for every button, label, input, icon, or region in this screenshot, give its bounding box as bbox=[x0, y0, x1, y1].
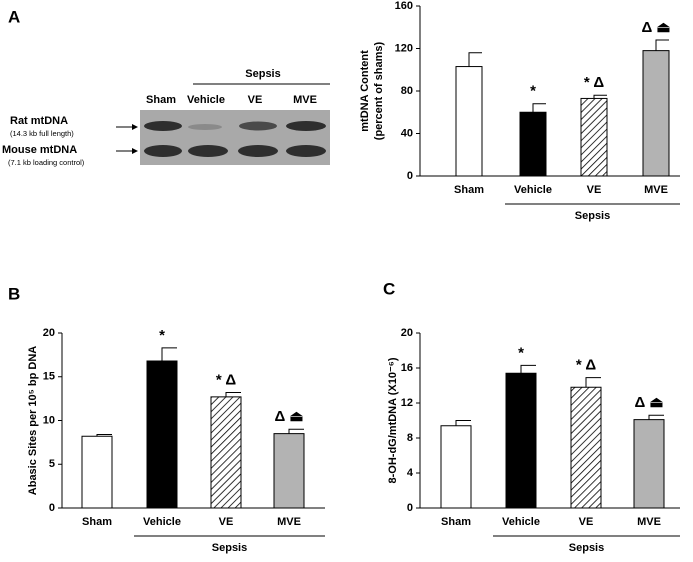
bar bbox=[273, 433, 305, 509]
x-tick-label: Vehicle bbox=[143, 516, 181, 528]
y-tick-label: 20 bbox=[43, 327, 55, 339]
band bbox=[239, 121, 277, 131]
arrow-head bbox=[132, 148, 138, 154]
y-tick-label: 160 bbox=[395, 0, 413, 12]
error-bar bbox=[455, 420, 471, 426]
lane-label: Sham bbox=[146, 94, 176, 106]
bar bbox=[440, 425, 472, 509]
annotation: * bbox=[159, 327, 165, 344]
lane-label: VE bbox=[248, 94, 263, 106]
y-axis-label: (percent of shams) bbox=[373, 41, 385, 140]
error-bar bbox=[655, 39, 669, 51]
annotation: * Δ bbox=[216, 371, 236, 388]
error-bar bbox=[96, 434, 112, 437]
bar bbox=[519, 111, 547, 177]
y-axis-label: 8-OH-dG/mtDNA (X10⁻⁶) bbox=[387, 357, 399, 483]
error-bar bbox=[288, 428, 304, 434]
annotation: * Δ bbox=[584, 74, 604, 91]
error-bar bbox=[585, 377, 601, 388]
y-tick-label: 4 bbox=[407, 467, 414, 479]
lane-label: MVE bbox=[293, 94, 317, 106]
y-axis-label: mtDNA Content bbox=[359, 50, 371, 132]
x-tick-label: VE bbox=[579, 516, 594, 528]
band bbox=[144, 121, 182, 131]
annotation: Δ ⏏ bbox=[274, 408, 303, 425]
bar bbox=[81, 435, 113, 509]
x-tick-label: Sham bbox=[82, 516, 112, 528]
x-tick-label: VE bbox=[587, 184, 602, 196]
y-tick-label: 16 bbox=[401, 362, 413, 374]
annotation: * Δ bbox=[576, 357, 596, 374]
x-tick-label: Sham bbox=[441, 516, 471, 528]
x-tick-label: MVE bbox=[277, 516, 301, 528]
error-bar bbox=[520, 364, 536, 374]
annotation: Δ ⏏ bbox=[641, 19, 670, 36]
y-tick-label: 80 bbox=[401, 85, 413, 97]
y-tick-label: 120 bbox=[395, 42, 413, 54]
annotation: Δ ⏏ bbox=[634, 394, 663, 411]
annotation: * bbox=[530, 83, 536, 100]
error-bar bbox=[593, 94, 607, 99]
y-tick-label: 0 bbox=[407, 502, 413, 514]
x-tick-label: VE bbox=[219, 516, 234, 528]
x-tick-label: Sham bbox=[454, 184, 484, 196]
y-tick-label: 5 bbox=[49, 458, 55, 470]
error-bar bbox=[161, 347, 177, 361]
band bbox=[188, 124, 222, 130]
row-note: (14.3 kb full length) bbox=[10, 129, 74, 138]
bar bbox=[570, 386, 602, 509]
y-tick-label: 0 bbox=[49, 502, 55, 514]
panel-label: C bbox=[383, 279, 395, 298]
x-tick-label: Vehicle bbox=[502, 516, 540, 528]
x-tick-label: MVE bbox=[637, 516, 661, 528]
y-tick-label: 40 bbox=[401, 127, 413, 139]
group-label: Sepsis bbox=[569, 542, 604, 554]
band bbox=[286, 121, 326, 131]
bar bbox=[505, 372, 537, 509]
error-bar bbox=[225, 392, 241, 397]
annotation: * bbox=[518, 344, 524, 361]
band bbox=[286, 145, 326, 157]
band bbox=[144, 145, 182, 157]
lane-label: Vehicle bbox=[187, 94, 225, 106]
error-bar bbox=[648, 414, 664, 420]
y-axis-label: Abasic Sites per 10⁵ bp DNA bbox=[27, 346, 39, 495]
bar bbox=[580, 97, 608, 177]
blot: Sepsis Sham Vehicle VE MVE Rat mtDNA (14… bbox=[2, 68, 330, 167]
panel-label: A bbox=[8, 7, 20, 26]
x-tick-label: Vehicle bbox=[514, 184, 552, 196]
y-tick-label: 8 bbox=[407, 432, 413, 444]
y-tick-label: 10 bbox=[43, 414, 55, 426]
row-note: (7.1 kb loading control) bbox=[8, 158, 85, 167]
arrow-head bbox=[132, 124, 138, 130]
group-label: Sepsis bbox=[212, 542, 247, 554]
bar bbox=[146, 360, 178, 509]
y-tick-label: 0 bbox=[407, 170, 413, 182]
x-tick-label: MVE bbox=[644, 184, 668, 196]
bar bbox=[633, 419, 665, 509]
y-tick-label: 12 bbox=[401, 397, 413, 409]
bar bbox=[455, 66, 483, 177]
group-label: Sepsis bbox=[245, 68, 280, 80]
row-label: Rat mtDNA bbox=[10, 115, 68, 127]
row-label: Mouse mtDNA bbox=[2, 144, 77, 156]
bar bbox=[210, 396, 242, 509]
group-label: Sepsis bbox=[575, 210, 610, 222]
error-bar bbox=[532, 103, 546, 113]
panel-label: B bbox=[8, 284, 20, 303]
bar bbox=[642, 50, 670, 177]
error-bar bbox=[468, 52, 482, 67]
band bbox=[188, 145, 228, 157]
band bbox=[238, 145, 278, 157]
y-tick-label: 20 bbox=[401, 327, 413, 339]
y-tick-label: 15 bbox=[43, 371, 55, 383]
